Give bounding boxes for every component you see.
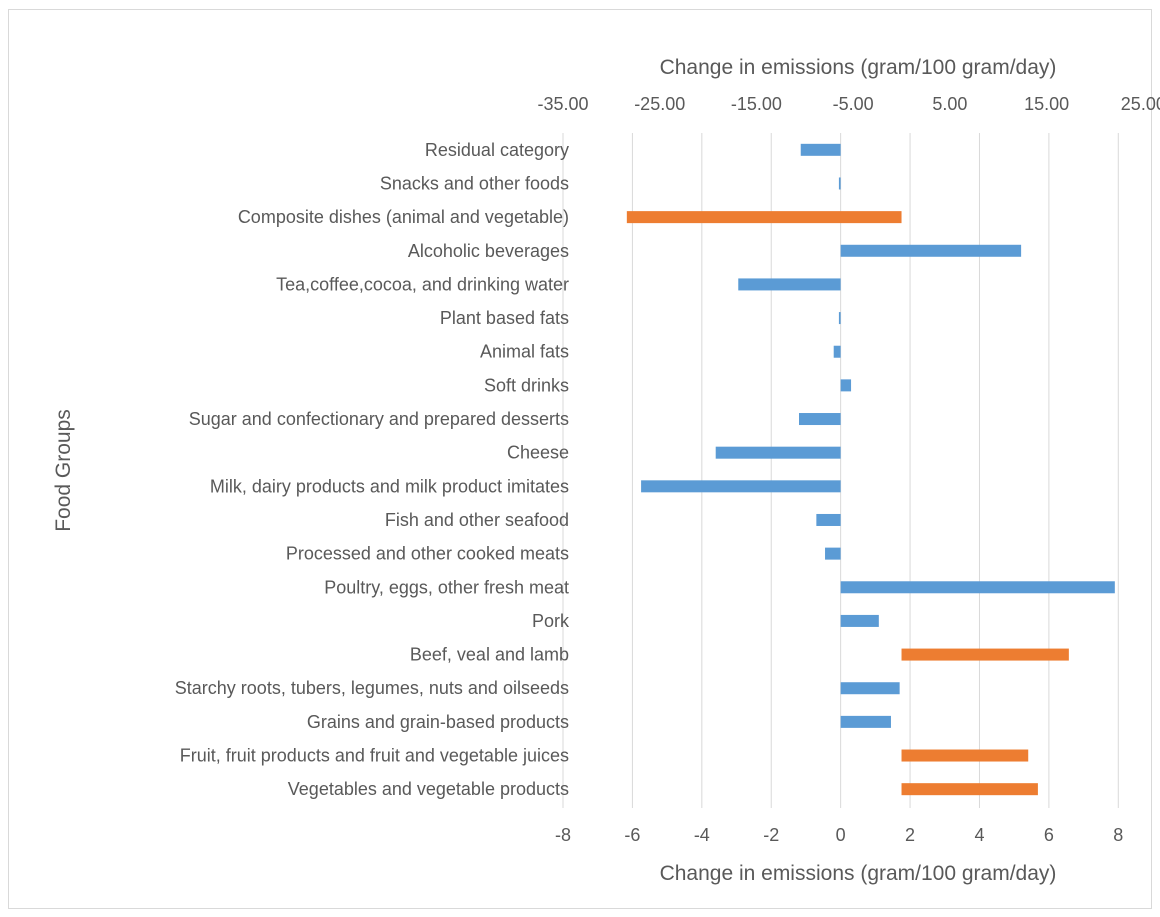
bar-bottom-series	[840, 581, 1115, 594]
x-tick-label-top: -35.00	[537, 94, 588, 114]
top-axis-title: Change in emissions (gram/100 gram/day)	[660, 56, 1057, 79]
category-label: Grains and grain-based products	[307, 712, 569, 732]
bar-bottom-series	[641, 480, 841, 493]
category-label: Poultry, eggs, other fresh meat	[324, 577, 569, 597]
x-tick-label-bottom: -8	[555, 825, 571, 845]
category-label: Processed and other cooked meats	[286, 544, 569, 564]
bar-bottom-series	[825, 547, 841, 560]
y-axis-title: Food Groups	[52, 409, 75, 532]
bar-bottom-series	[840, 614, 879, 627]
category-label: Sugar and confectionary and prepared des…	[189, 409, 569, 429]
bar-bottom-series	[800, 143, 841, 156]
bar-top-series	[901, 783, 1038, 796]
category-label: Composite dishes (animal and vegetable)	[238, 207, 569, 227]
bar-bottom-series	[799, 413, 841, 426]
x-tick-label-top: -25.00	[634, 94, 685, 114]
x-tick-label-bottom: 2	[905, 825, 915, 845]
x-tick-label-bottom: -2	[763, 825, 779, 845]
x-tick-label-bottom: 8	[1113, 825, 1123, 845]
bar-bottom-series	[738, 278, 841, 291]
category-label: Snacks and other foods	[380, 173, 569, 193]
category-label: Milk, dairy products and milk product im…	[210, 476, 569, 496]
x-tick-label-bottom: 0	[836, 825, 846, 845]
category-label: Tea,coffee,cocoa, and drinking water	[276, 274, 569, 294]
x-tick-label-top: 25.00	[1121, 94, 1160, 114]
bar-top-series	[626, 211, 902, 224]
category-label: Animal fats	[480, 342, 569, 362]
category-label: Fruit, fruit products and fruit and vege…	[180, 746, 569, 766]
bar-top-series	[901, 648, 1069, 661]
x-tick-label-bottom: -4	[694, 825, 710, 845]
category-label: Soft drinks	[484, 375, 569, 395]
category-label: Residual category	[425, 140, 569, 160]
category-label: Alcoholic beverages	[408, 241, 569, 261]
category-label: Beef, veal and lamb	[410, 645, 569, 665]
x-tick-label-top: -15.00	[731, 94, 782, 114]
bar-bottom-series	[838, 312, 841, 325]
category-label: Vegetables and vegetable products	[288, 779, 569, 799]
category-label: Plant based fats	[440, 308, 569, 328]
x-tick-label-top: 5.00	[932, 94, 967, 114]
bottom-axis-title: Change in emissions (gram/100 gram/day)	[660, 862, 1057, 885]
category-label: Pork	[532, 611, 570, 631]
x-tick-label-top: -5.00	[833, 94, 874, 114]
bar-bottom-series	[715, 446, 841, 459]
bar-top-series	[901, 749, 1029, 762]
bar-bottom-series	[840, 715, 891, 728]
x-tick-label-bottom: 4	[974, 825, 984, 845]
bar-bottom-series	[840, 379, 852, 392]
x-tick-label-top: 15.00	[1024, 94, 1069, 114]
bar-bottom-series	[833, 345, 841, 358]
bar-bottom-series	[838, 177, 841, 190]
category-label: Fish and other seafood	[385, 510, 569, 530]
bar-bottom-series	[840, 244, 1022, 257]
bar-bottom-series	[840, 682, 900, 695]
x-tick-label-bottom: -6	[624, 825, 640, 845]
x-tick-label-bottom: 6	[1044, 825, 1054, 845]
bar-bottom-series	[816, 513, 841, 526]
category-label: Cheese	[507, 443, 569, 463]
category-label: Starchy roots, tubers, legumes, nuts and…	[175, 678, 569, 698]
